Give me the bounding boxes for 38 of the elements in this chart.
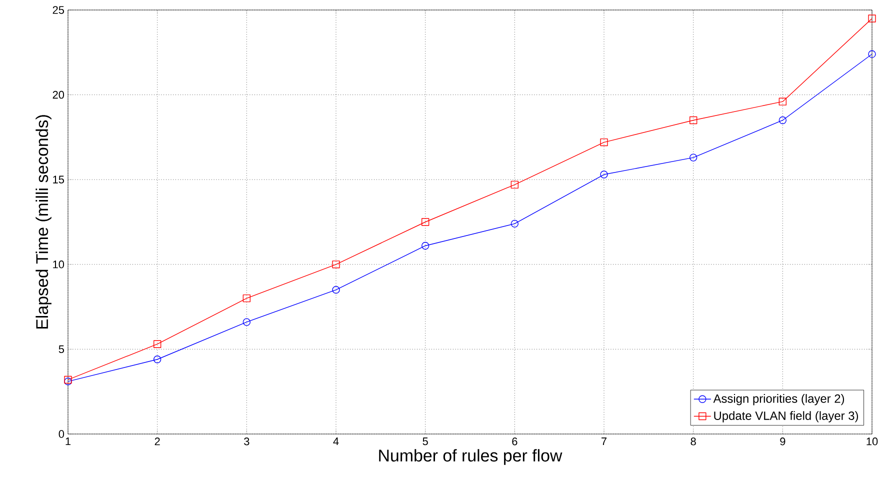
y-tick-label: 5 xyxy=(58,345,64,354)
point xyxy=(332,286,340,294)
y-axis-title: Elapsed Time (milli seconds) xyxy=(36,115,52,329)
x-tick-label: 4 xyxy=(333,438,339,446)
x-tick-label: 7 xyxy=(602,438,607,446)
x-tick-label: 8 xyxy=(690,438,696,446)
x-axis-title: Number of rules per flow xyxy=(379,449,562,465)
x-tick-label: 3 xyxy=(244,438,250,446)
x-tick-label: 6 xyxy=(512,438,518,446)
point xyxy=(242,294,251,302)
y-tick-label: 25 xyxy=(52,6,64,14)
x-tick-label: 2 xyxy=(154,438,160,446)
point xyxy=(510,180,519,189)
point xyxy=(690,154,698,162)
point xyxy=(154,340,162,348)
x-tick-label: 5 xyxy=(422,438,428,446)
x-tick-label: 1 xyxy=(66,438,71,446)
point xyxy=(154,356,162,364)
point xyxy=(600,138,608,146)
point xyxy=(242,318,251,326)
point xyxy=(690,116,698,124)
y-tick-label: 0 xyxy=(58,430,64,438)
point xyxy=(422,242,430,250)
y-tick-label: 15 xyxy=(53,176,64,184)
x-tick-label: 9 xyxy=(780,438,786,446)
legend-label: Assign priorities (layer 2) xyxy=(713,394,844,406)
point xyxy=(510,220,519,228)
point xyxy=(422,218,430,226)
point xyxy=(868,50,876,58)
y-tick-label: 20 xyxy=(52,90,64,99)
point xyxy=(778,116,787,124)
point xyxy=(868,14,876,22)
legend-label: Update VLAN field (layer 3) xyxy=(714,411,858,422)
point xyxy=(332,260,340,268)
y-tick-label: 10 xyxy=(53,260,64,268)
x-tick-label: 10 xyxy=(866,438,878,446)
point xyxy=(778,98,787,106)
point xyxy=(600,170,608,178)
